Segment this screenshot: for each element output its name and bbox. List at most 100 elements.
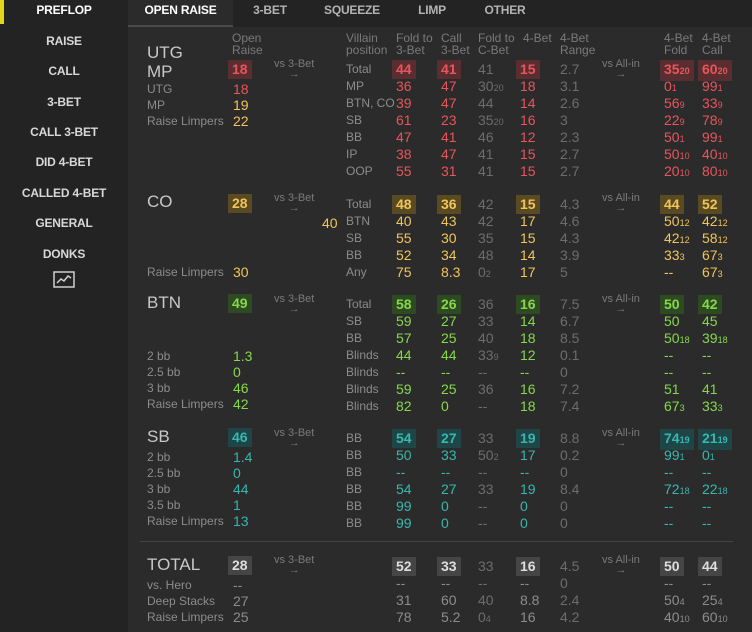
4bet-range-value: 0 <box>560 575 568 591</box>
villain-position-label: BB <box>346 448 363 462</box>
tab-3bet[interactable]: 3-BET <box>253 3 287 17</box>
cell-main: 45 <box>702 313 718 329</box>
4bet-fold-value: 01 <box>664 79 677 96</box>
4bet-call-value: 6020 <box>698 60 732 81</box>
4bet-value: 12 <box>520 129 536 145</box>
open-raise-value: 28 <box>228 194 252 213</box>
sidebar-item-preflop[interactable]: PREFLOP <box>36 3 92 17</box>
cell-main: 50 <box>664 330 680 346</box>
sample-size: 20 <box>679 66 690 76</box>
sample-size: 3 <box>717 269 723 279</box>
villain-position-label: BB <box>346 248 363 262</box>
fold-to-cbet-value: 3520 <box>478 113 504 130</box>
4bet-range-value: 2.4 <box>560 592 580 608</box>
cell-main: 99 <box>702 129 718 145</box>
4bet-value: 18 <box>520 78 536 94</box>
sample-size: 2 <box>485 269 491 279</box>
fold-to-cbet-value: 35 <box>478 231 494 246</box>
fold-to-3bet-value: 50 <box>396 447 412 463</box>
villain-position-label: Total <box>346 62 372 76</box>
4bet-range-value: 8.5 <box>560 330 580 346</box>
4bet-value: 19 <box>516 429 540 448</box>
4bet-range-value: 4.3 <box>560 230 580 246</box>
stats-table: Open Raise Villain position Fold to 3-Bet C… <box>128 27 752 632</box>
sub-value: 0 <box>233 465 241 481</box>
4bet-call-value: -- <box>702 365 711 380</box>
sub-label: 3 bb <box>147 482 171 496</box>
call-3bet-value: 60 <box>441 592 457 608</box>
sidebar-item-general[interactable]: GENERAL <box>35 216 93 230</box>
cell-main: 80 <box>702 163 718 179</box>
open-raise-value: 49 <box>228 294 252 313</box>
4bet-range-value: 4.6 <box>560 213 580 229</box>
cell-main: 41 <box>478 163 494 179</box>
sidebar-item-did-4bet[interactable]: DID 4-BET <box>35 155 93 169</box>
tab-other[interactable]: OTHER <box>484 3 526 17</box>
4bet-value: 16 <box>520 112 536 128</box>
sample-size: 19 <box>679 435 690 445</box>
sub-value: 1.3 <box>233 348 253 364</box>
villain-position-label: BB <box>346 516 363 530</box>
4bet-fold-value: 5010 <box>664 147 690 164</box>
sample-size: 12 <box>679 218 690 228</box>
tab-bar: OPEN RAISE 3-BET SQUEEZE LIMP OTHER <box>128 0 752 27</box>
cell-main: 33 <box>664 247 680 263</box>
4bet-fold-value: 5018 <box>664 331 690 348</box>
fold-to-3bet-value: 59 <box>396 381 412 397</box>
vs-allin-label: vs All-in → <box>602 58 640 80</box>
4bet-value: 18 <box>520 330 536 346</box>
villain-position-label: BB <box>346 130 363 144</box>
4bet-range-value: 0 <box>560 364 568 380</box>
4bet-call-value: 6010 <box>702 610 728 627</box>
sample-size: 4 <box>717 597 723 607</box>
sample-size: 9 <box>717 117 723 127</box>
villain-position-label: IP <box>346 147 358 161</box>
4bet-range-value: 4.2 <box>560 609 580 625</box>
cell-main: 67 <box>702 264 718 280</box>
4bet-range-value: 3.1 <box>560 78 580 94</box>
4bet-fold-value: 501 <box>664 130 685 147</box>
cell-main: 41 <box>702 381 718 397</box>
villain-position-label: Blinds <box>346 365 379 379</box>
call-3bet-value: 0 <box>441 398 449 414</box>
call-3bet-value: 27 <box>441 481 457 497</box>
sidebar-item-call-3bet[interactable]: CALL 3-BET <box>30 125 98 139</box>
tab-limp[interactable]: LIMP <box>418 3 446 17</box>
cell-main: -- <box>702 347 712 363</box>
fold-to-3bet-value: 36 <box>396 78 412 94</box>
cell-main: 20 <box>664 163 680 179</box>
sidebar-item-called-4bet[interactable]: CALLED 4-BET <box>21 186 107 200</box>
4bet-value: 16 <box>520 609 536 625</box>
4bet-call-value: 789 <box>702 113 723 130</box>
sample-size: 3 <box>717 252 723 262</box>
fold-to-cbet-value: 41 <box>478 62 494 77</box>
4bet-range-value: 8.8 <box>560 430 580 446</box>
sample-size: 20 <box>717 66 728 76</box>
fold-to-cbet-value: -- <box>478 465 487 480</box>
4bet-value: 15 <box>520 230 536 246</box>
cell-main: 52 <box>702 196 718 212</box>
sidebar-item-raise[interactable]: RAISE <box>46 34 82 48</box>
fold-to-cbet-value: 502 <box>478 448 499 465</box>
sidebar-item-call[interactable]: CALL <box>48 64 80 78</box>
section-title-mp: MP <box>147 62 173 81</box>
tab-open-raise[interactable]: OPEN RAISE <box>128 0 233 27</box>
section-title-btn: BTN <box>147 293 181 312</box>
4bet-call-value: 339 <box>702 96 723 113</box>
4bet-value: 15 <box>516 195 540 214</box>
cell-main: -- <box>664 347 674 363</box>
cell-main: -- <box>664 575 674 591</box>
line-chart-icon[interactable] <box>53 271 75 288</box>
cell-main: -- <box>702 515 712 531</box>
side-value: 40 <box>322 215 338 231</box>
4bet-call-value: -- <box>702 499 711 514</box>
sidebar-item-donks[interactable]: DONKS <box>42 247 86 261</box>
cell-main: 33 <box>478 481 494 497</box>
cell-main: 44 <box>664 196 680 212</box>
call-3bet-value: 26 <box>437 295 461 314</box>
fold-to-3bet-value: 39 <box>396 95 412 111</box>
tab-squeeze[interactable]: SQUEEZE <box>324 3 380 17</box>
sidebar-item-3bet[interactable]: 3-BET <box>47 95 81 109</box>
sample-size: 20 <box>493 117 504 127</box>
fold-to-3bet-value: 31 <box>396 592 412 608</box>
